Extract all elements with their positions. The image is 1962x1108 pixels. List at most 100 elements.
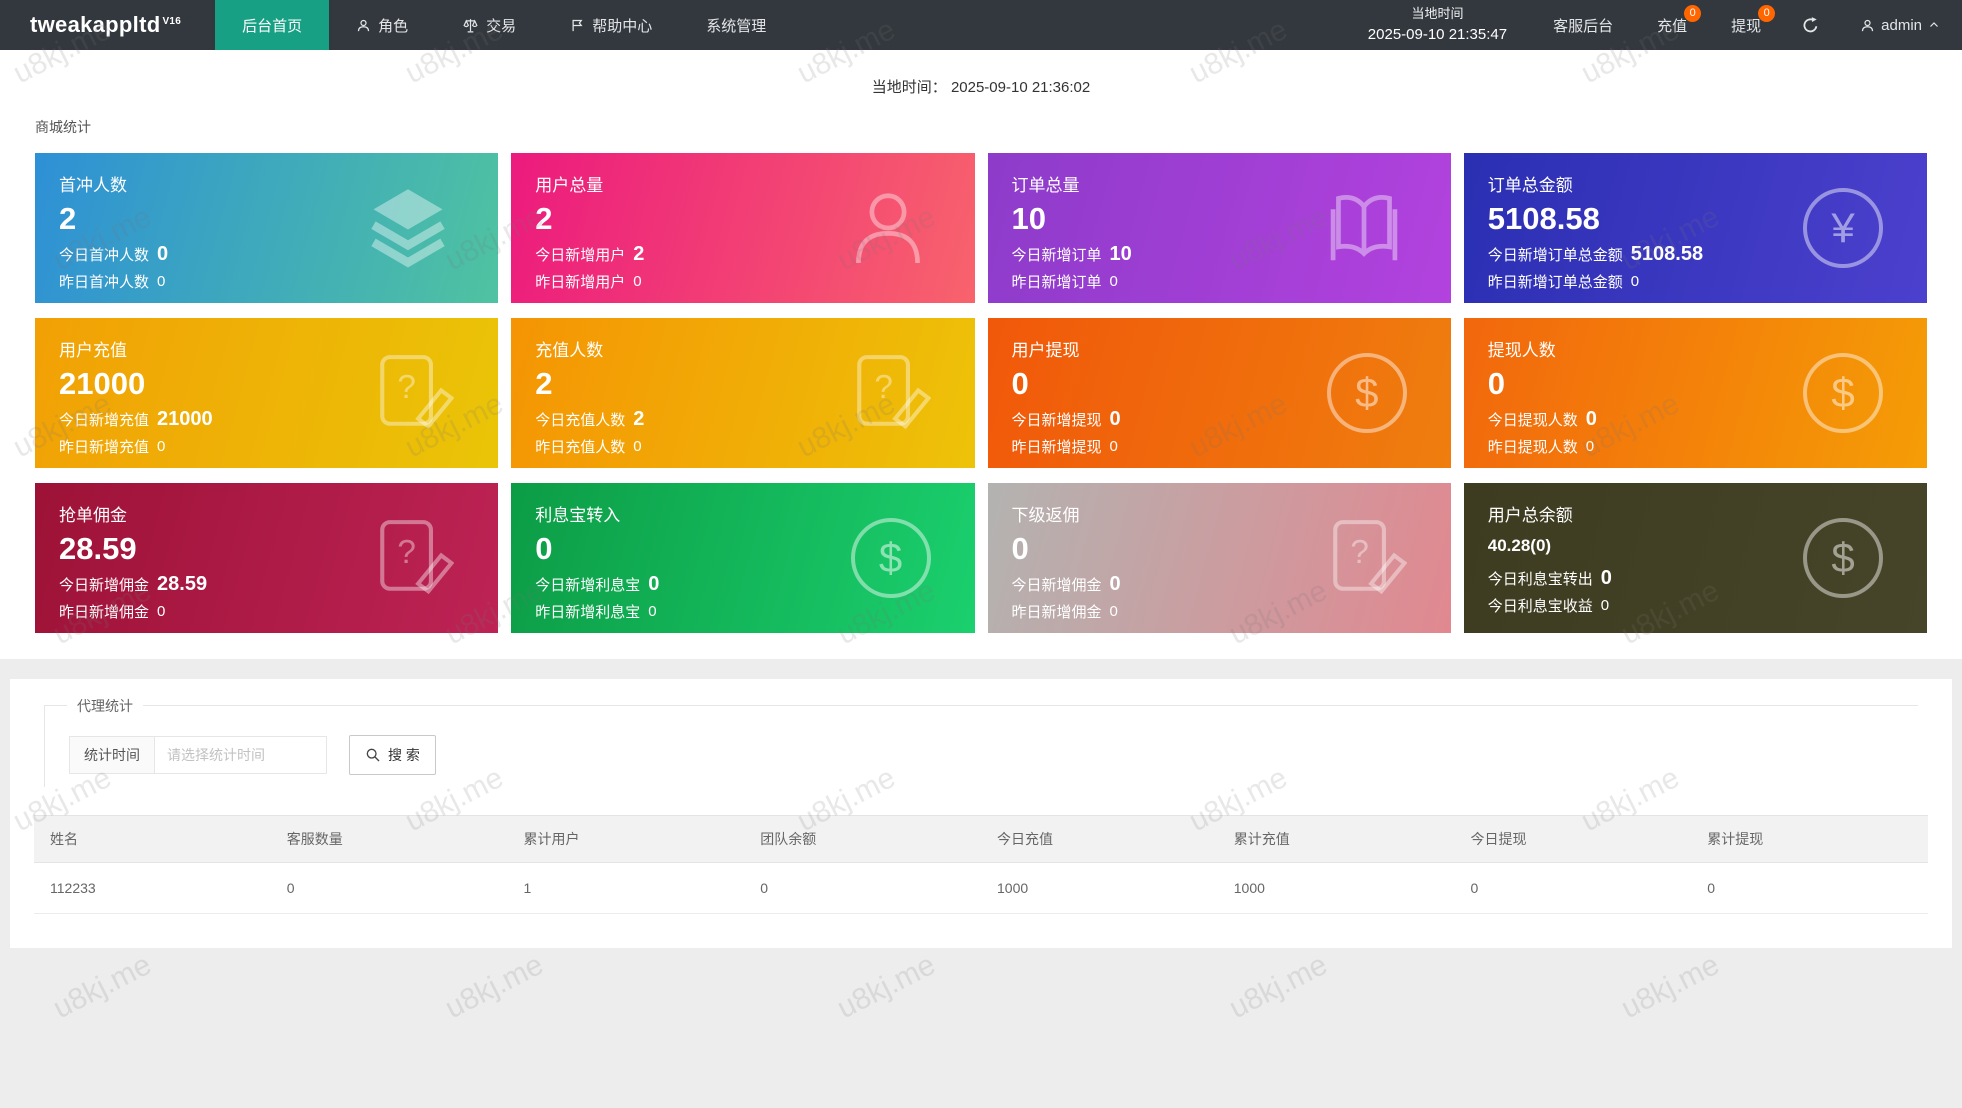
watermark-text: u8kj.me	[48, 948, 157, 1026]
col-team-balance: 团队余额	[744, 815, 981, 863]
stat-time-input[interactable]	[155, 736, 327, 774]
withdraw-badge: 0	[1758, 5, 1776, 22]
stat-card-user-recharge: 用户充值 21000 今日新增充值 21000 昨日新增充值 0 ?	[35, 318, 499, 468]
card-yesterday-line: 昨日新增利息宝 0	[535, 603, 657, 621]
stats-cards-grid: 首冲人数 2 今日首冲人数 0 昨日首冲人数 0 用户总量 2 今日新增用户 2 昨日…	[35, 153, 1927, 633]
app-logo[interactable]: tweakappltd V16	[0, 0, 215, 50]
card-yesterday-line: 昨日提现人数 0	[1487, 438, 1595, 456]
card-value: 40.28(0)	[1487, 536, 1552, 555]
card-value: 21000	[59, 366, 146, 401]
top-navbar: tweakappltd V16 后台首页 角色 交易	[0, 0, 1962, 50]
admin-menu[interactable]: admin	[1838, 0, 1962, 50]
card-today-line: 今日利息宝转出 0	[1487, 567, 1612, 589]
card-today-line: 今日首冲人数 0	[59, 243, 169, 265]
card-yesterday-line: 昨日新增用户 0	[535, 273, 642, 291]
card-value: 5108.58	[1487, 201, 1600, 236]
card-today-line: 今日新增订单 10	[1011, 243, 1132, 265]
card-title: 下级返佣	[1011, 506, 1080, 525]
table-row: 112233 0 1 0 1000 1000 0 0	[34, 862, 1928, 914]
card-yesterday-line: 昨日新增提现 0	[1011, 438, 1118, 456]
stat-card-user-withdraw: 用户提现 0 今日新增提现 0 昨日新增提现 0 $	[987, 318, 1451, 468]
col-total-withdraw: 累计提现	[1691, 815, 1928, 863]
navbar-right: 当地时间 2025-09-10 21:35:47 客服后台 充值 0 提现 0	[1344, 0, 1962, 50]
stat-card-sub-commission: 下级返佣 0 今日新增佣金 0 昨日新增佣金 0 ?	[987, 483, 1451, 633]
recharge-badge: 0	[1684, 5, 1702, 22]
col-today-recharge: 今日充值	[981, 815, 1218, 863]
card-title: 首冲人数	[59, 176, 127, 195]
nav-item-trade[interactable]: 交易	[435, 0, 543, 50]
stat-card-first-recharge-users: 首冲人数 2 今日首冲人数 0 昨日首冲人数 0	[35, 153, 499, 303]
refresh-button[interactable]	[1783, 0, 1838, 50]
card-today-line: 今日新增订单总金额 5108.58	[1487, 243, 1704, 265]
card-today-line: 今日新增充值 21000	[59, 408, 213, 430]
card-yesterday-line: 昨日新增订单 0	[1011, 273, 1118, 291]
card-title: 利息宝转入	[535, 506, 621, 525]
nav-item-roles[interactable]: 角色	[329, 0, 435, 50]
search-icon	[365, 747, 381, 763]
card-value: 2	[535, 366, 553, 401]
service-desk-link[interactable]: 客服后台	[1553, 17, 1614, 35]
withdraw-link[interactable]: 提现 0	[1709, 0, 1783, 50]
stat-card-order-commission: 抢单佣金 28.59 今日新增佣金 28.59 昨日新增佣金 0 ?	[35, 483, 499, 633]
search-button-label: 搜 索	[388, 747, 420, 763]
stat-card-recharge-users: 充值人数 2 今日充值人数 2 昨日充值人数 0 ?	[511, 318, 975, 468]
card-value: 10	[1011, 201, 1046, 236]
watermark-text: u8kj.me	[440, 948, 549, 1026]
card-today-line: 今日新增利息宝 0	[535, 573, 660, 595]
card-value: 28.59	[59, 531, 137, 566]
table-header-row: 姓名 客服数量 累计用户 团队余额 今日充值 累计充值 今日提现 累计提现	[34, 815, 1928, 863]
chevron-up-icon	[1928, 19, 1940, 31]
card-today-line: 今日新增佣金 28.59	[59, 573, 208, 595]
nav-item-home[interactable]: 后台首页	[215, 0, 330, 50]
card-title: 用户提现	[1011, 341, 1080, 360]
cell-today-withdraw: 0	[1454, 862, 1692, 914]
stat-card-total-users: 用户总量 2 今日新增用户 2 昨日新增用户 0	[511, 153, 975, 303]
nav-item-help[interactable]: 帮助中心	[543, 0, 679, 50]
nav-item-system[interactable]: 系统管理	[706, 17, 767, 35]
card-value: 0	[1011, 531, 1029, 566]
card-title: 订单总量	[1011, 176, 1080, 195]
stat-card-user-total-balance: 用户总余额 40.28(0) 今日利息宝转出 0 今日利息宝收益 0 $	[1463, 483, 1927, 633]
card-value: 0	[535, 531, 553, 566]
agent-stats-fieldset: 代理统计 统计时间 搜 索	[44, 697, 1918, 787]
card-yesterday-line: 昨日首冲人数 0	[59, 273, 166, 291]
card-value: 2	[59, 201, 77, 236]
flag-icon	[570, 18, 585, 33]
card-value: 0	[1487, 366, 1505, 401]
card-value: 2	[535, 201, 553, 236]
card-title: 订单总金额	[1487, 176, 1573, 195]
stat-card-total-orders: 订单总量 10 今日新增订单 10 昨日新增订单 0	[987, 153, 1451, 303]
card-yesterday-line: 今日利息宝收益 0	[1487, 597, 1610, 615]
col-total-recharge: 累计充值	[1217, 815, 1455, 863]
logo-text: tweakappltd	[30, 12, 161, 37]
card-today-line: 今日提现人数 0	[1487, 408, 1597, 430]
agent-filter-form: 统计时间 搜 索	[69, 735, 1918, 775]
agent-table: 姓名 客服数量 累计用户 团队余额 今日充值 累计充值 今日提现 累计提现 11…	[34, 815, 1928, 914]
watermark-text: u8kj.me	[1616, 948, 1725, 1026]
scales-icon	[462, 17, 479, 34]
card-yesterday-line: 昨日充值人数 0	[535, 438, 642, 456]
content-time-label: 当地时间：	[871, 79, 947, 96]
card-title: 充值人数	[535, 341, 604, 360]
content-time-value: 2025-09-10 21:36:02	[950, 79, 1091, 96]
cell-service-count: 0	[270, 862, 508, 914]
card-title: 用户充值	[59, 341, 127, 360]
mall-stats-section: 当地时间： 2025-09-10 21:36:02 商城统计 首冲人数 2 今日…	[0, 50, 1962, 659]
cell-team-balance: 0	[744, 862, 981, 914]
search-button[interactable]: 搜 索	[349, 735, 436, 775]
cell-total-withdraw: 0	[1691, 862, 1928, 914]
card-yesterday-line: 昨日新增佣金 0	[1011, 603, 1118, 621]
agent-table-wrap: 姓名 客服数量 累计用户 团队余额 今日充值 累计充值 今日提现 累计提现 11…	[32, 815, 1930, 914]
main-menu: 后台首页 角色 交易 帮助中心 系统管理	[215, 0, 793, 50]
recharge-link[interactable]: 充值 0	[1635, 0, 1709, 50]
card-title: 用户总余额	[1487, 506, 1573, 525]
local-time-value: 2025-09-10 21:35:47	[1367, 25, 1508, 43]
card-today-line: 今日新增佣金 0	[1011, 573, 1121, 595]
col-service-count: 客服数量	[270, 815, 508, 863]
card-today-line: 今日充值人数 2	[535, 408, 645, 430]
local-time-display: 当地时间 2025-09-10 21:35:47	[1344, 0, 1531, 50]
content-local-time: 当地时间： 2025-09-10 21:36:02	[0, 50, 1962, 97]
stat-card-total-order-amount: 订单总金额 5108.58 今日新增订单总金额 5108.58 昨日新增订单总金额…	[1463, 153, 1927, 303]
stat-time-label: 统计时间	[69, 736, 155, 774]
